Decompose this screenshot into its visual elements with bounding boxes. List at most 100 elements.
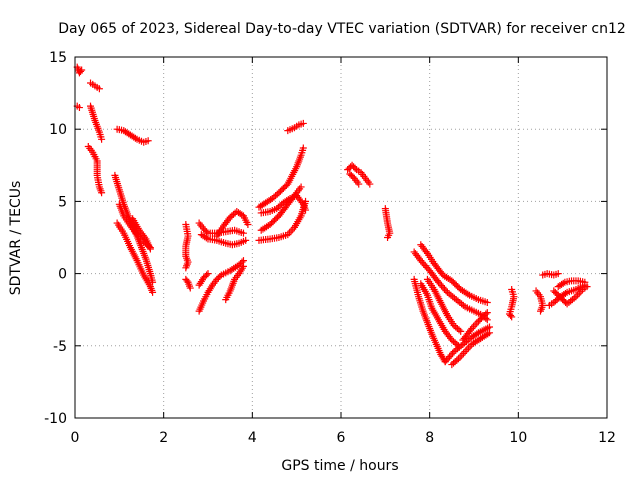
y-tick-label: -5 xyxy=(53,339,67,355)
grid xyxy=(75,57,607,418)
data-point xyxy=(461,348,469,356)
data-points xyxy=(73,63,591,369)
data-point xyxy=(418,258,426,266)
data-point xyxy=(202,234,210,242)
data-point xyxy=(132,229,140,237)
chart-title: Day 065 of 2023, Sidereal Day-to-day VTE… xyxy=(58,21,626,37)
series-arc15 xyxy=(195,270,212,289)
y-axis-label: SDTVAR / TECUs xyxy=(8,181,24,296)
series-arc16 xyxy=(213,208,252,240)
data-point xyxy=(537,307,544,315)
series-arc35 xyxy=(505,285,518,321)
x-tick-label: 12 xyxy=(598,430,616,446)
series-arc37 xyxy=(539,270,562,279)
series-arc5 xyxy=(84,143,106,197)
data-point xyxy=(239,262,247,270)
data-point xyxy=(447,334,455,342)
data-point xyxy=(242,236,250,244)
data-point xyxy=(204,270,212,278)
data-point xyxy=(216,272,224,280)
x-tick-label: 4 xyxy=(248,430,257,446)
series-arc12 xyxy=(182,275,194,292)
data-point xyxy=(463,346,471,354)
data-point xyxy=(149,288,157,296)
data-point xyxy=(581,281,589,289)
series-arc4 xyxy=(87,102,106,143)
series-arc25 xyxy=(346,170,363,188)
data-point xyxy=(349,173,357,181)
y-tick-label: -10 xyxy=(44,411,67,427)
data-point xyxy=(366,180,374,188)
data-point xyxy=(441,358,449,366)
series-arc28 xyxy=(417,241,491,306)
y-tick-label: 0 xyxy=(58,267,67,283)
series-arc13 xyxy=(195,219,247,237)
series-arc22 xyxy=(257,192,310,217)
series-arc11 xyxy=(182,221,192,272)
series-arc6 xyxy=(113,125,152,146)
data-point xyxy=(456,353,464,361)
data-point xyxy=(423,263,431,271)
data-point xyxy=(95,85,103,93)
series-arc34 xyxy=(459,309,491,344)
series-arc39 xyxy=(554,277,589,291)
y-tick-labels: -10 -5 0 5 10 15 xyxy=(44,50,67,427)
data-point xyxy=(507,311,515,319)
x-tick-label: 6 xyxy=(337,430,346,446)
series-arc31 xyxy=(423,275,465,335)
data-point xyxy=(464,344,472,352)
data-point xyxy=(421,262,429,270)
x-tick-label: 0 xyxy=(71,430,80,446)
series-arc9 xyxy=(113,219,157,296)
plot-frame xyxy=(74,56,608,419)
x-axis-label: GPS time / hours xyxy=(281,458,398,474)
data-point xyxy=(131,134,139,142)
data-point xyxy=(182,264,190,272)
x-tick-label: 8 xyxy=(425,430,434,446)
data-point xyxy=(77,67,85,75)
data-point xyxy=(435,278,443,286)
data-point xyxy=(473,319,481,327)
data-point xyxy=(508,313,516,321)
data-point xyxy=(203,271,211,279)
data-point xyxy=(299,144,307,152)
data-point xyxy=(384,234,392,241)
data-point xyxy=(75,104,83,112)
data-point xyxy=(561,289,569,297)
data-point xyxy=(473,330,481,338)
series-arc33 xyxy=(448,329,494,369)
data-point xyxy=(302,206,310,214)
data-point xyxy=(98,189,106,197)
x-tick-label: 2 xyxy=(159,430,168,446)
data-point xyxy=(225,215,233,223)
series-arc32 xyxy=(441,323,494,366)
data-point xyxy=(284,196,292,204)
data-point xyxy=(437,282,445,290)
y-tick-label: 10 xyxy=(49,122,67,138)
data-point xyxy=(141,233,149,241)
data-point xyxy=(436,280,444,288)
series-arc36 xyxy=(532,287,547,315)
data-point xyxy=(146,245,154,253)
data-point xyxy=(483,298,491,306)
data-point xyxy=(299,119,307,127)
series-arc8 xyxy=(115,200,154,252)
data-point xyxy=(455,326,463,334)
data-point xyxy=(453,356,461,364)
x-tick-label: 10 xyxy=(509,430,527,446)
data-point xyxy=(78,66,86,74)
data-point xyxy=(443,356,451,364)
data-point xyxy=(446,353,454,361)
data-point xyxy=(422,248,430,256)
data-point xyxy=(459,349,467,357)
data-point xyxy=(439,283,447,291)
y-tick-label: 15 xyxy=(49,50,67,66)
data-point xyxy=(351,164,359,172)
data-point xyxy=(355,180,363,188)
data-point xyxy=(239,229,247,237)
series-arc26 xyxy=(381,205,394,241)
data-point xyxy=(444,354,452,362)
y-tick-label: 5 xyxy=(58,194,67,210)
data-point xyxy=(98,135,106,143)
